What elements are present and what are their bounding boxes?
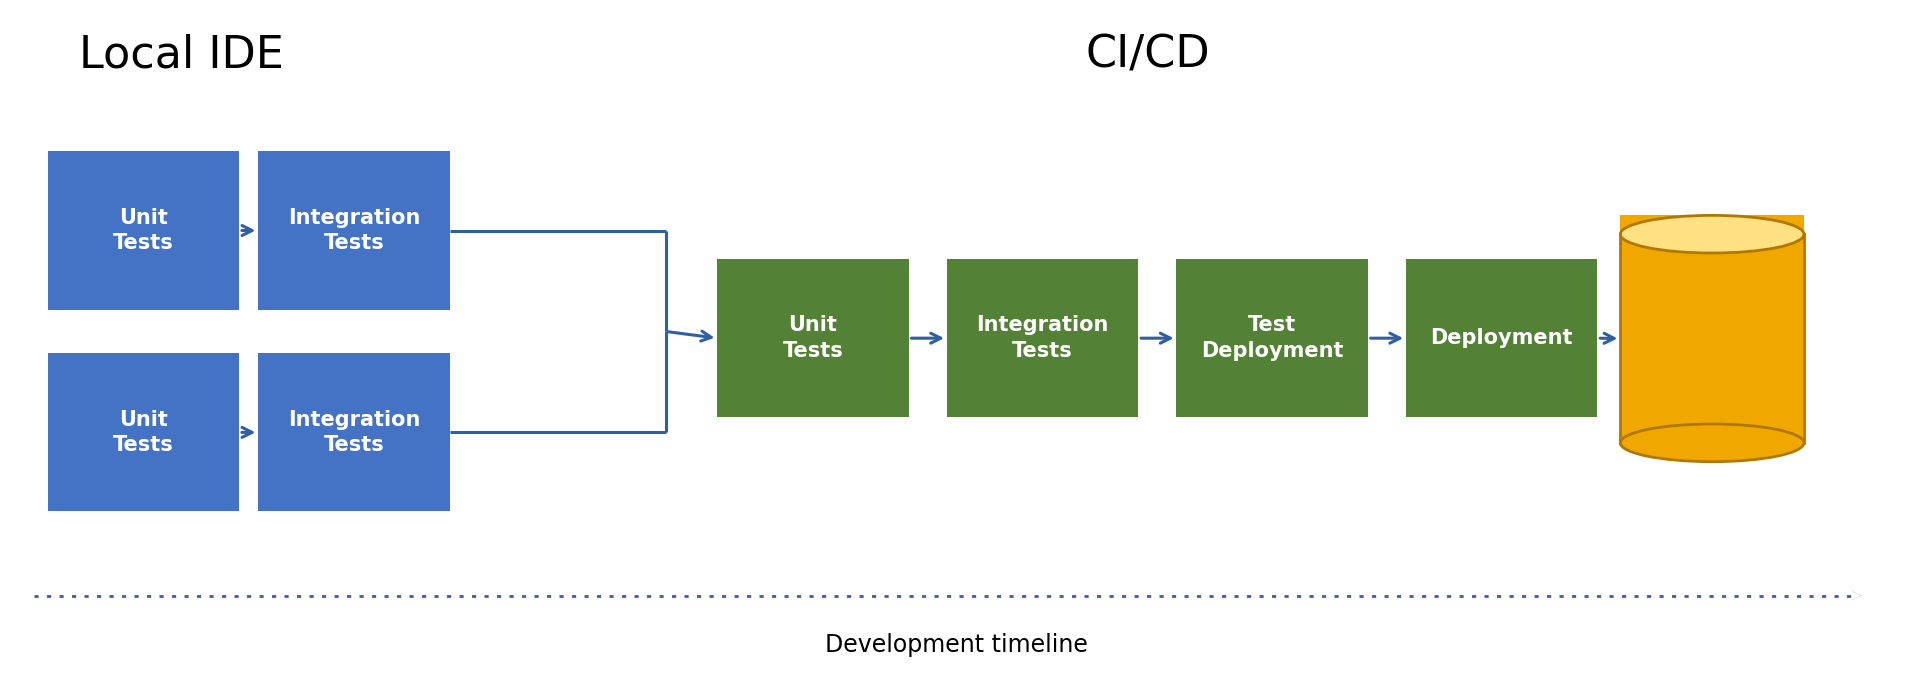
Text: Local IDE: Local IDE [78, 34, 285, 77]
Text: Unit
Tests: Unit Tests [113, 410, 174, 455]
Polygon shape [1620, 234, 1804, 443]
Text: Deployment: Deployment [1431, 328, 1572, 348]
Text: Integration
Tests: Integration Tests [976, 316, 1110, 361]
FancyBboxPatch shape [1176, 259, 1368, 417]
Text: Unit
Tests: Unit Tests [113, 208, 174, 253]
FancyBboxPatch shape [48, 353, 239, 511]
Polygon shape [1620, 215, 1804, 234]
Text: CI/CD: CI/CD [1085, 34, 1211, 77]
Text: Development timeline: Development timeline [825, 633, 1088, 657]
FancyBboxPatch shape [1406, 259, 1597, 417]
Text: Unit
Tests: Unit Tests [782, 316, 844, 361]
Text: Test
Deployment: Test Deployment [1201, 316, 1343, 361]
Text: Integration
Tests: Integration Tests [287, 208, 421, 253]
FancyBboxPatch shape [48, 151, 239, 310]
FancyBboxPatch shape [258, 151, 450, 310]
Ellipse shape [1620, 215, 1804, 253]
Ellipse shape [1620, 424, 1804, 462]
FancyBboxPatch shape [947, 259, 1138, 417]
FancyBboxPatch shape [717, 259, 909, 417]
Text: Integration
Tests: Integration Tests [287, 410, 421, 455]
FancyBboxPatch shape [258, 353, 450, 511]
